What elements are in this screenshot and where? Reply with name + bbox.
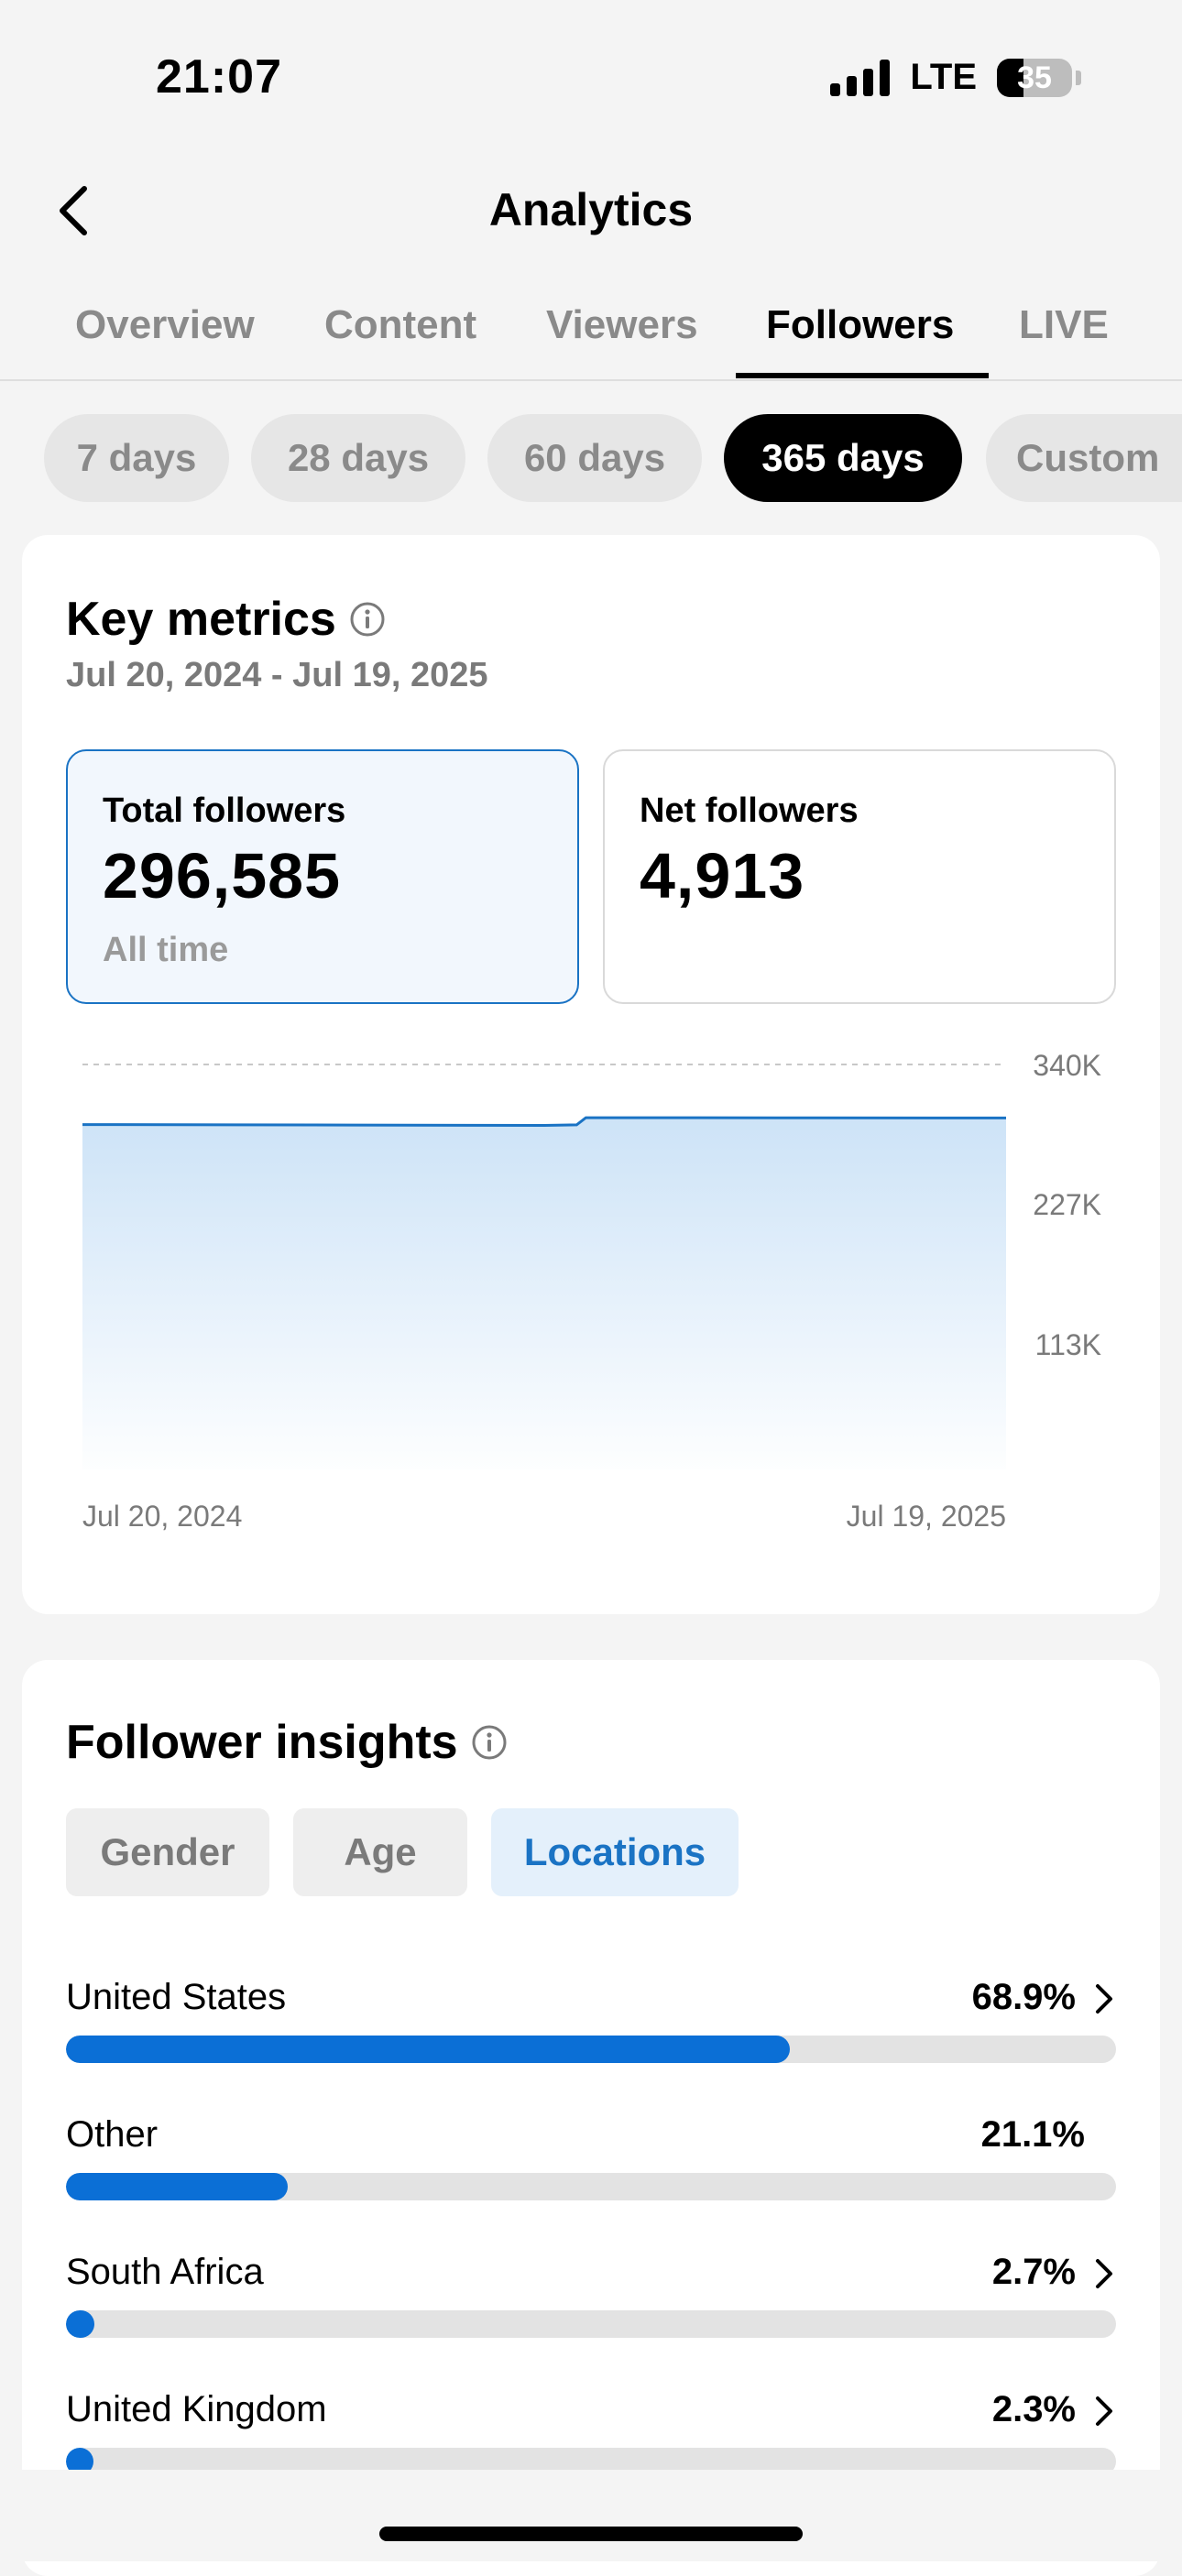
status-time: 21:07 [156,50,282,104]
y-tick-label: 113K [1035,1328,1101,1361]
signal-icon [830,59,891,96]
net-followers-card[interactable]: Net followers 4,913 [603,749,1116,1004]
location-percent: 2.3% [991,2389,1076,2429]
page-title: Analytics [488,184,694,235]
location-name: South Africa [66,2252,264,2292]
followers-chart: 340K 227K 113K [82,1049,1101,1469]
status-bar: 21:07 LTE 35 [0,0,1182,156]
tab-viewers[interactable]: Viewers [546,302,698,347]
period-28-days[interactable]: 28 days [251,414,465,502]
period-60-days[interactable]: 60 days [487,414,702,502]
period-365-days[interactable]: 365 days [724,414,962,502]
period-selector: 7 days 28 days 60 days 365 days Custom [0,414,1182,502]
battery-level: 35 [1017,60,1052,95]
key-metrics-card: Key metrics Jul 20, 2024 - Jul 19, 2025 … [22,535,1160,1614]
net-followers-value: 4,913 [640,840,805,911]
segment-locations[interactable]: Locations [491,1808,739,1896]
chart-area [82,1118,1006,1469]
nav-bar: Analytics [0,165,1182,257]
home-indicator[interactable] [379,2527,803,2541]
location-row-south-africa[interactable]: South Africa 2.7% [66,2252,1116,2362]
location-percent: 2.7% [991,2252,1076,2292]
location-name: United Kingdom [66,2389,327,2429]
x-tick-label-end: Jul 19, 2025 [847,1500,1006,1533]
total-followers-value: 296,585 [103,840,342,911]
back-button[interactable] [37,174,110,247]
location-name: Other [66,2114,159,2155]
info-icon[interactable] [349,601,386,638]
y-tick-label: 227K [1033,1188,1101,1221]
location-percent: 68.9% [971,1977,1076,2017]
location-bar-track [66,2036,1116,2063]
follower-insights-card: Follower insights Gender Age Locations U… [22,1660,1160,2576]
chevron-right-icon [1096,2259,1112,2288]
chart-line [82,1116,1007,1128]
date-range: Jul 20, 2024 - Jul 19, 2025 [66,656,488,694]
net-followers-label: Net followers [640,791,859,830]
status-indicators: LTE 35 [830,57,1081,98]
location-bar-track [66,2310,1116,2338]
battery-icon: 35 [997,58,1072,97]
y-tick-label: 340K [1033,1049,1101,1082]
tab-overview[interactable]: Overview [75,302,255,347]
chevron-right-icon [1096,1984,1112,2014]
chevron-right-icon [1096,2396,1112,2426]
total-followers-card[interactable]: Total followers 296,585 All time [66,749,579,1004]
period-7-days[interactable]: 7 days [44,414,229,502]
location-percent: 21.1% [980,2114,1085,2155]
segment-gender[interactable]: Gender [66,1808,269,1896]
tab-content[interactable]: Content [324,302,477,347]
bottom-bar [0,2470,1182,2561]
active-tab-indicator [736,373,989,378]
chevron-left-icon [60,186,87,235]
network-type: LTE [910,57,977,97]
battery-cap [1076,70,1081,85]
location-bar-fill [66,2173,288,2200]
total-followers-label: Total followers [103,791,346,830]
follower-insights-title: Follower insights [66,1715,508,1770]
tab-followers[interactable]: Followers [766,302,955,347]
chart-x-labels: Jul 20, 2024 Jul 19, 2025 [82,1500,1006,1533]
segment-age[interactable]: Age [293,1808,467,1896]
info-icon[interactable] [471,1724,508,1761]
location-row-other: Other 21.1% [66,2114,1116,2224]
x-tick-label-start: Jul 20, 2024 [82,1500,242,1533]
follower-insights-heading: Follower insights [66,1716,458,1769]
total-followers-period: All time [103,931,229,969]
location-bar-fill [66,2310,94,2338]
location-row-united-states[interactable]: United States 68.9% [66,1977,1116,2087]
key-metrics-heading: Key metrics [66,593,336,646]
tab-live[interactable]: LIVE [1019,302,1109,347]
location-bar-fill [66,2036,790,2063]
location-name: United States [66,1977,287,2017]
analytics-tabs: Overview Content Viewers Followers LIVE [0,284,1182,381]
period-custom[interactable]: Custom [986,414,1182,502]
location-bar-track [66,2173,1116,2200]
key-metrics-title: Key metrics [66,592,386,647]
